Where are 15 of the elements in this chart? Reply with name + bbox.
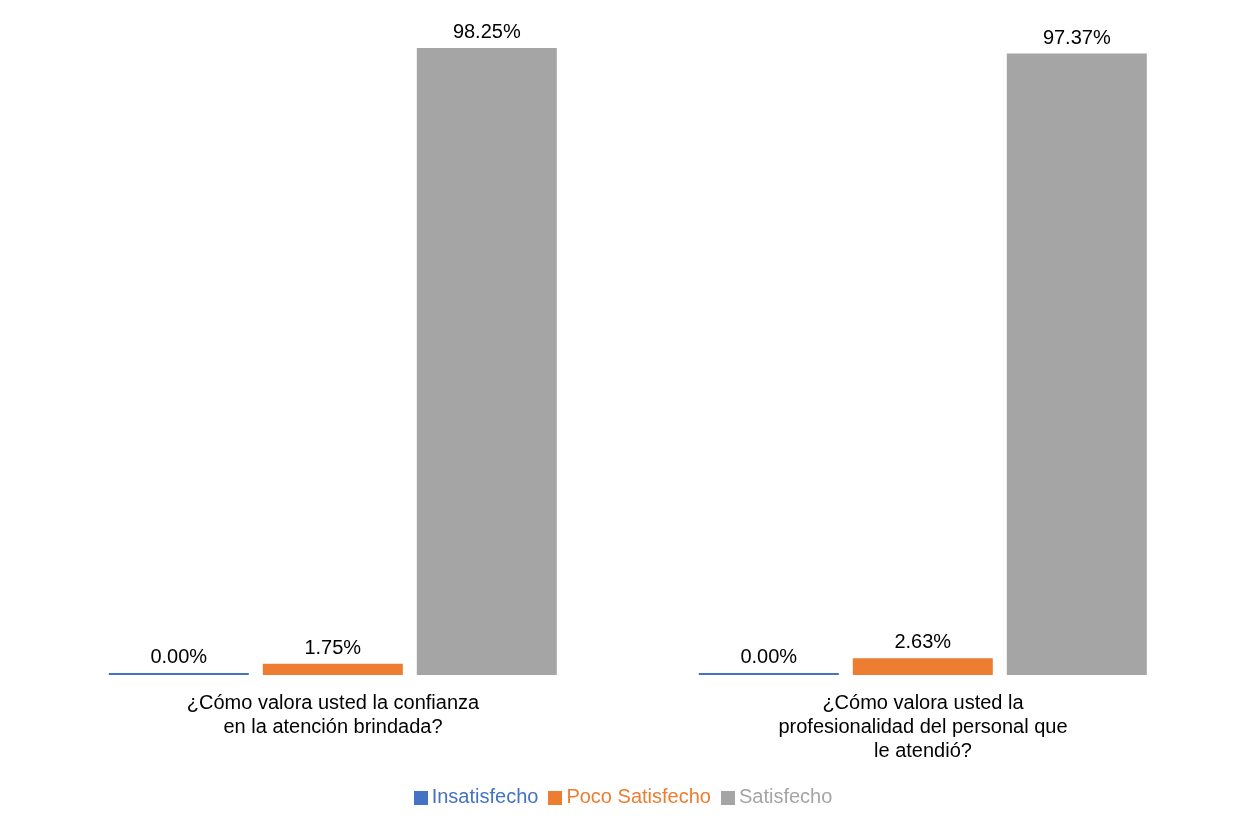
bar [416, 48, 557, 675]
data-label: 1.75% [304, 635, 362, 658]
data-label: 97.37% [1042, 25, 1111, 48]
data-label: 0.00% [150, 645, 208, 667]
data-label: 98.25% [452, 20, 521, 42]
data-label: 0.00% [740, 645, 798, 667]
legend-label: Poco Satisfecho [566, 785, 711, 807]
bar [852, 658, 993, 675]
data-label: 2.63% [894, 630, 952, 653]
x-tick-label: ¿Cómo valora usted la profesionalidad del personal que le atendió? [778, 691, 1068, 761]
bar [262, 663, 403, 675]
legend-label: Satisfecho [738, 785, 833, 807]
x-tick-label: ¿Cómo valora usted la confianza en la atención brindada? [186, 691, 481, 737]
legend-label: Insatisfecho [431, 785, 539, 807]
bar [1006, 53, 1147, 675]
